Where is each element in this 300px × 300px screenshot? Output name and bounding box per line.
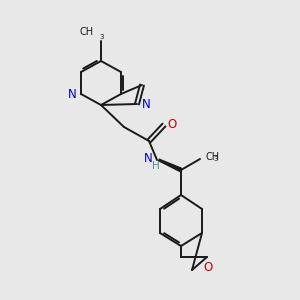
- Text: CH: CH: [80, 27, 94, 38]
- Text: N: N: [141, 98, 150, 112]
- Text: 3: 3: [99, 34, 103, 40]
- Text: CH: CH: [206, 152, 220, 162]
- Text: O: O: [168, 118, 177, 130]
- Text: H: H: [152, 161, 159, 171]
- Text: 3: 3: [213, 156, 218, 162]
- Text: N: N: [144, 152, 153, 166]
- Text: O: O: [203, 261, 213, 274]
- Polygon shape: [159, 159, 182, 172]
- Text: N: N: [68, 88, 76, 100]
